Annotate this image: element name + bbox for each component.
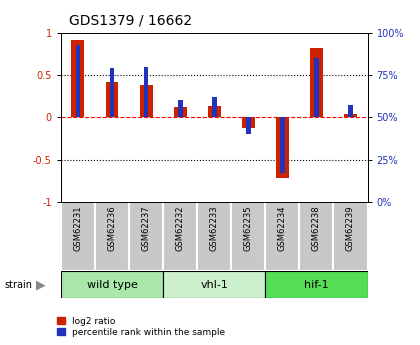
Bar xyxy=(173,107,186,117)
Text: GSM62231: GSM62231 xyxy=(74,205,82,251)
Text: strain: strain xyxy=(4,280,32,289)
Bar xyxy=(105,82,118,117)
Bar xyxy=(310,48,323,117)
Bar xyxy=(242,117,255,128)
Bar xyxy=(314,58,319,117)
Bar xyxy=(61,202,95,271)
Text: GSM62238: GSM62238 xyxy=(312,205,321,251)
Bar xyxy=(344,114,357,117)
Legend: log2 ratio, percentile rank within the sample: log2 ratio, percentile rank within the s… xyxy=(55,315,227,339)
Bar xyxy=(61,271,163,298)
Bar xyxy=(178,100,183,117)
Bar xyxy=(76,45,80,117)
Text: GSM62236: GSM62236 xyxy=(108,205,116,251)
Bar xyxy=(71,40,84,117)
Text: wild type: wild type xyxy=(87,280,137,289)
Bar xyxy=(197,202,231,271)
Bar xyxy=(110,68,114,117)
Bar xyxy=(333,202,368,271)
Text: GSM62237: GSM62237 xyxy=(142,205,150,251)
Text: GSM62239: GSM62239 xyxy=(346,205,355,251)
Bar xyxy=(144,67,148,117)
Bar xyxy=(299,202,333,271)
Bar xyxy=(95,202,129,271)
Bar xyxy=(129,202,163,271)
Bar xyxy=(280,117,285,173)
Text: hif-1: hif-1 xyxy=(304,280,329,289)
Bar xyxy=(265,202,299,271)
Text: GSM62233: GSM62233 xyxy=(210,205,219,251)
Bar xyxy=(265,271,368,298)
Bar xyxy=(246,117,251,134)
Bar xyxy=(276,117,289,178)
Bar xyxy=(163,271,265,298)
Bar xyxy=(139,85,152,117)
Text: ▶: ▶ xyxy=(36,278,45,291)
Bar xyxy=(231,202,265,271)
Text: vhl-1: vhl-1 xyxy=(200,280,228,289)
Bar xyxy=(208,106,221,117)
Text: GDS1379 / 16662: GDS1379 / 16662 xyxy=(69,13,192,28)
Text: GSM62235: GSM62235 xyxy=(244,205,253,251)
Text: GSM62234: GSM62234 xyxy=(278,205,287,251)
Text: GSM62232: GSM62232 xyxy=(176,205,185,251)
Bar xyxy=(163,202,197,271)
Bar xyxy=(212,97,217,117)
Bar xyxy=(348,106,353,117)
